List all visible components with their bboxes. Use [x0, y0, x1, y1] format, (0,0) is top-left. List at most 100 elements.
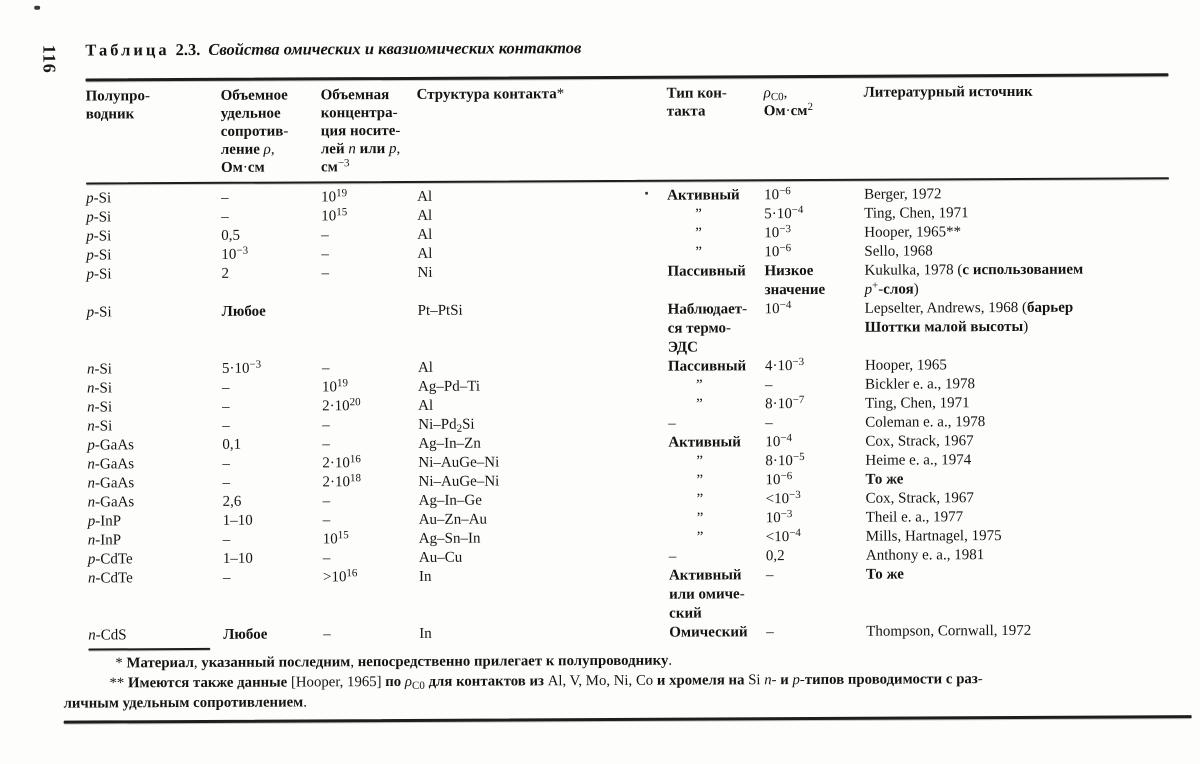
page-number: 116: [39, 44, 60, 74]
page-bottom-rule: [63, 715, 1192, 724]
table-cell: 10−6: [765, 470, 793, 489]
table-cell: 1015: [321, 206, 348, 225]
column-header: Объемное удельное сопротив-ление ρ, Ом·см: [220, 87, 289, 176]
table-cell: 4·10−3: [764, 356, 805, 375]
table-cell: 0,5: [221, 227, 241, 244]
table-cell: –: [221, 189, 229, 206]
table-cell: –: [766, 624, 774, 641]
table-cell: n-GaAs: [87, 456, 135, 473]
table-end-rule: [88, 647, 211, 651]
table-cell: 5·10−3: [221, 358, 262, 377]
table-cell: Ag–Pd–Ti: [417, 378, 481, 395]
table-cell: –: [765, 567, 774, 584]
table-cell: <10−4: [765, 527, 801, 546]
table-cell: –: [221, 208, 229, 225]
table-cell: –: [222, 398, 230, 415]
table-cell: p-GaAs: [87, 437, 135, 454]
table-cell: Al: [417, 359, 433, 376]
table-cell: –: [222, 417, 230, 434]
table-cell: Mills, Hartnagel, 1975: [865, 528, 1002, 545]
table-cell: Омический: [669, 624, 748, 641]
table-cell: n-InP: [87, 532, 122, 549]
table-cell: 2,6: [222, 493, 242, 510]
footnotes: * Материал, указанный последним, непосре…: [63, 648, 1171, 713]
table-cell: >1016: [322, 567, 358, 586]
column-header: Полупро-водник: [85, 88, 151, 123]
contacts-table: Полупро-водник Объемное удельное сопротив-л…: [85, 73, 1172, 651]
table-cell: Theil e. a., 1977: [865, 509, 964, 526]
table-cell: 5·10−4: [764, 204, 804, 223]
table-cell: Ni: [417, 264, 433, 281]
table-cell: Любое: [221, 303, 266, 320]
table-cell: p-Si: [86, 304, 112, 321]
table-cell: –: [668, 415, 676, 432]
table-cell: n-Si: [86, 361, 112, 378]
table-cell: –: [322, 436, 330, 453]
table-cell: <10−3: [765, 489, 801, 508]
table-cell: То же: [865, 471, 904, 488]
table-cell: 1–10: [222, 512, 253, 529]
table-cell: –: [322, 417, 330, 434]
table-cell: p-Si: [86, 228, 112, 245]
table-cell: Активный: [667, 187, 740, 204]
table-cell: Ni–Pd2Si: [418, 416, 475, 435]
scan-speck: [34, 5, 41, 10]
table-cell: –: [222, 531, 231, 548]
table-cell: ”: [696, 491, 704, 508]
table-cell: n-GaAs: [87, 475, 135, 492]
table-cell: n-GaAs: [87, 494, 135, 511]
table-cell: –: [323, 626, 331, 643]
table-cell: Au–Zn–Au: [418, 511, 488, 528]
table-row: p-Si 2 – Ni Пассивный Низкое значение Kukulka, …: [86, 260, 1169, 303]
table-cell: 0,2: [765, 548, 785, 565]
table-cell: –: [322, 550, 331, 567]
table-row: n-CdS Любое – In Омический – Thompson, Cornwal…: [88, 621, 1171, 645]
table-cell: n-CdS: [88, 627, 127, 644]
table-cell: 10−4: [765, 432, 793, 451]
table-cell: –: [321, 246, 329, 263]
table-header-row: Полупро-водник Объемное удельное сопротив-л…: [86, 76, 1169, 182]
table-cell: p-Si: [86, 266, 112, 283]
table-cell: n-Si: [87, 418, 113, 435]
table-cell: 10−3: [221, 244, 249, 263]
table-cell: –: [222, 474, 231, 491]
table-title-subtitle: Свойства омических и квазиомических конт…: [208, 38, 582, 59]
table-cell: –: [322, 512, 331, 529]
table-cell: –: [221, 379, 230, 396]
table-cell: Ting, Chen, 1971: [864, 205, 969, 222]
table-cell: –: [222, 455, 230, 472]
table-cell: ”: [695, 206, 702, 223]
table-cell: Наблюдает-ся термо- ЭДС: [667, 301, 748, 356]
table-row: p-Si Любое Pt–PtSi Наблюдает-ся термо- ЭДС 10…: [87, 298, 1170, 360]
table-cell: 10−6: [764, 185, 791, 204]
table-cell: Активный или омиче-ский: [668, 567, 745, 622]
table-cell: In: [419, 625, 432, 642]
table-cell: 2: [221, 265, 230, 282]
table-cell: 10−4: [764, 299, 792, 318]
table-body: p-Si – 1019 Al Активный 10−6 Berger, 1972 p-Si –…: [86, 179, 1171, 645]
table-cell: 10−6: [764, 242, 792, 261]
table-cell: Cox, Strack, 1967: [865, 490, 974, 507]
table-cell: Hooper, 1965: [864, 357, 947, 374]
table-cell: Heime e. a., 1974: [865, 452, 972, 469]
table-cell: –: [765, 415, 773, 432]
table-cell: Thompson, Cornwall, 1972: [866, 622, 1032, 640]
table-cell: –: [668, 548, 677, 565]
table-cell: ”: [696, 529, 704, 546]
table-cell: Любое: [223, 626, 268, 643]
table-cell: 10−3: [764, 223, 792, 242]
table-cell: Lepselter, Andrews, 1968 (барьер Шоттки м…: [864, 299, 1074, 336]
table-cell: ”: [695, 225, 702, 242]
table-cell: Al: [417, 226, 433, 243]
table-cell: Ag–In–Ge: [418, 492, 482, 509]
table-cell: Al: [417, 207, 433, 224]
table-cell: 8·10−5: [765, 451, 805, 470]
table-cell: p-Si: [86, 209, 112, 226]
table-cell: Ting, Chen, 1971: [865, 395, 970, 412]
table-cell: Ag–In–Zn: [418, 435, 481, 452]
table-cell: p-Si: [86, 190, 112, 207]
table-cell: –: [321, 265, 330, 282]
table-cell: Ag–Sn–In: [418, 530, 481, 547]
table-cell: То же: [865, 566, 904, 583]
